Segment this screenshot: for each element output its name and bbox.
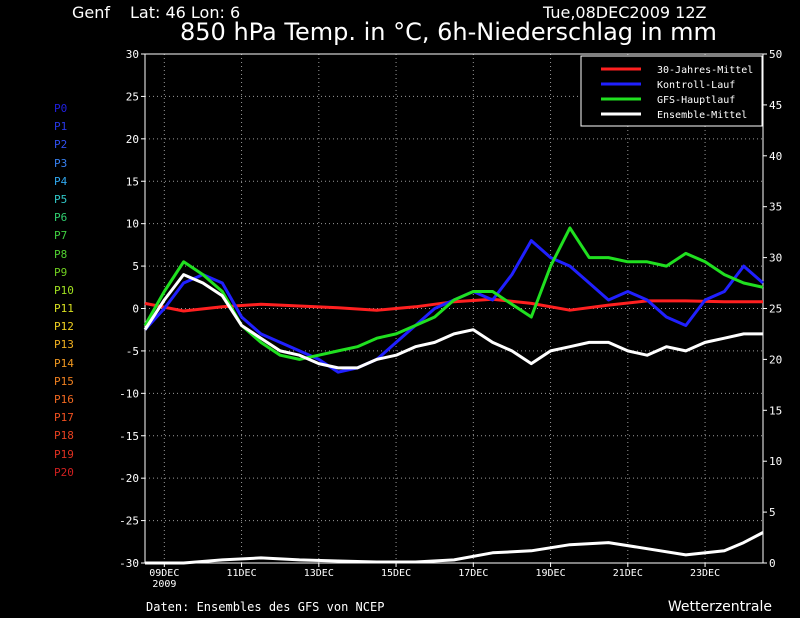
member-label-p20: P20 [54, 465, 74, 479]
member-label-p2: P2 [54, 138, 68, 152]
y-right-tick-label: 35 [769, 201, 782, 214]
series-line-ensemble-mittel [143, 273, 763, 370]
member-label-p7: P7 [54, 229, 68, 243]
y-right-tick-label: 20 [769, 353, 782, 366]
member-label-p6: P6 [54, 211, 68, 225]
series-line-ensemble-mittel-niederschlag [145, 531, 764, 565]
member-label-p18: P18 [54, 429, 74, 443]
y-right-tick-label: 25 [769, 303, 782, 316]
member-label-p19: P19 [54, 447, 74, 461]
member-label-p12: P12 [54, 320, 74, 334]
y-left-tick-label: 0 [132, 303, 139, 316]
member-label-p15: P15 [54, 374, 74, 388]
member-label-p11: P11 [54, 302, 74, 316]
legend-entry-label: 30-Jahres-Mittel [657, 65, 753, 76]
y-left-tick-label: -25 [119, 515, 139, 528]
y-left-tick-label: -10 [119, 387, 139, 400]
y-right-tick-label: 40 [769, 150, 782, 163]
y-right-tick-label: 45 [769, 99, 782, 112]
y-right-tick-label: 0 [769, 557, 776, 570]
member-label-p5: P5 [54, 192, 68, 206]
member-label-p13: P13 [54, 338, 74, 352]
x-tick-label: 23DEC [690, 568, 720, 579]
member-label-p1: P1 [54, 120, 68, 134]
y-left-tick-label: 20 [126, 133, 139, 146]
y-left-tick-label: 30 [126, 48, 139, 61]
y-left-tick-label: 25 [126, 90, 139, 103]
y-right-tick-label: 15 [769, 404, 782, 417]
data-source-label: Daten: Ensembles des GFS von NCEP [146, 600, 385, 614]
y-right-tick-label: 5 [769, 506, 776, 519]
x-tick-label: 19DEC [536, 568, 566, 579]
chart-title: 850 hPa Temp. in °C, 6h-Niederschlag in … [180, 18, 717, 46]
legend-entry-label: Kontroll-Lauf [657, 80, 735, 91]
member-label-p0: P0 [54, 102, 68, 115]
y-right-tick-label: 50 [769, 48, 782, 61]
series-line-gfs-hauptlauf [143, 226, 764, 361]
member-label-p8: P8 [54, 247, 68, 261]
member-label-p14: P14 [54, 356, 74, 370]
member-label-p16: P16 [54, 393, 74, 406]
y-left-tick-label: -15 [119, 430, 139, 443]
coords-label: Lat: 46 Lon: 6 [130, 3, 241, 22]
y-left-tick-label: 15 [126, 175, 139, 188]
member-label-p3: P3 [54, 156, 68, 170]
x-tick-label: 11DEC [227, 568, 257, 579]
x-tick-sublabel: 2009 [152, 579, 176, 590]
x-tick-label: 21DEC [613, 568, 643, 579]
y-left-tick-label: 5 [132, 260, 139, 273]
x-tick-label: 09DEC [149, 568, 179, 579]
y-left-tick-label: 10 [126, 218, 139, 231]
x-tick-label: 13DEC [304, 568, 334, 579]
ensemble-member-list: P0 P1 P2 P3 P4 P5 P6 P7 P8 P9 P10 P11 P12 P13 P14 P15 P1… [54, 100, 74, 482]
y-left-tick-label: -30 [119, 557, 139, 570]
x-tick-label: 17DEC [458, 568, 488, 579]
y-right-tick-label: 10 [769, 455, 782, 468]
brand-label: Wetterzentrale [667, 599, 772, 615]
run-time-label: Tue,08DEC2009 12Z [543, 3, 707, 22]
y-right-tick-label: 30 [769, 252, 782, 265]
member-label-p4: P4 [54, 174, 68, 188]
member-label-p9: P9 [54, 265, 68, 279]
member-label-p10: P10 [54, 283, 74, 297]
legend-entry-label: GFS-Hauptlauf [657, 95, 735, 106]
member-label-p17: P17 [54, 411, 74, 425]
location-label: Genf [72, 3, 111, 22]
legend-entry-label: Ensemble-Mittel [657, 110, 747, 121]
y-left-tick-label: -20 [119, 472, 139, 485]
y-left-tick-label: -5 [126, 345, 139, 358]
x-tick-label: 15DEC [381, 568, 411, 579]
